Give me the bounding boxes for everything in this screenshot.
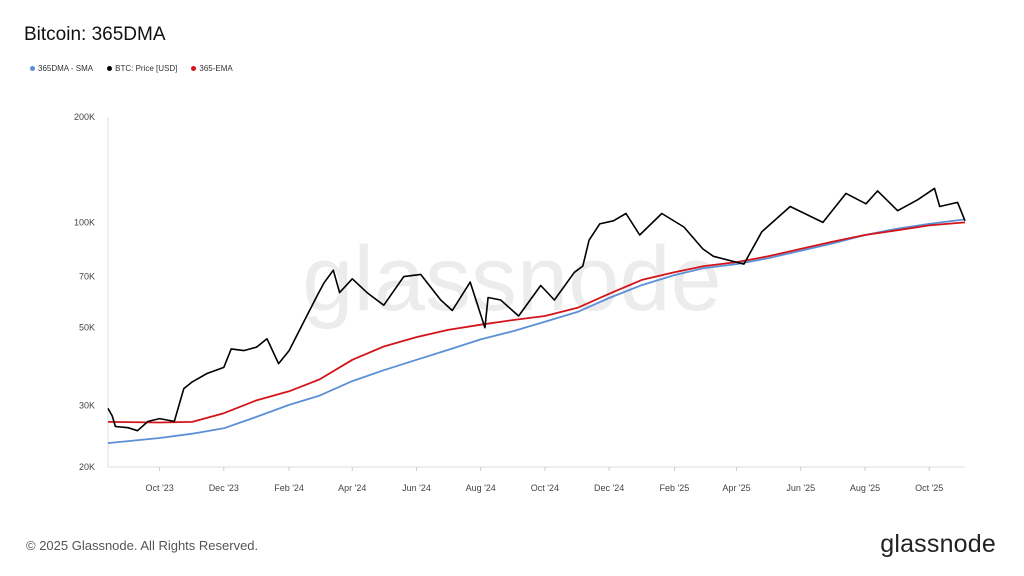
series-line-ema — [107, 221, 966, 424]
y-tick-label: 200K — [74, 112, 95, 122]
legend-item-price[interactable]: BTC: Price [USD] — [107, 64, 177, 73]
x-tick-label: Oct '25 — [915, 483, 943, 493]
watermark: glassnode — [302, 228, 721, 330]
y-tick-label: 100K — [74, 217, 95, 227]
legend-item-sma[interactable]: 365DMA - SMA — [30, 64, 93, 73]
x-tick-label: Aug '25 — [850, 483, 880, 493]
x-tick-label: Feb '25 — [660, 483, 690, 493]
legend-label: 365-EMA — [199, 64, 233, 73]
legend-dot — [30, 66, 35, 71]
legend-label: BTC: Price [USD] — [115, 64, 178, 73]
x-tick-label: Dec '24 — [594, 483, 624, 493]
x-tick-label: Feb '24 — [274, 483, 304, 493]
series-line-price — [107, 187, 966, 432]
x-tick-label: Jun '25 — [786, 483, 815, 493]
legend-dot — [191, 66, 197, 71]
x-tick-label: Apr '24 — [338, 483, 366, 493]
x-tick-label: Apr '25 — [722, 483, 750, 493]
y-tick-label: 20K — [79, 462, 95, 472]
legend-item-ema[interactable]: 365-EMA — [191, 64, 233, 73]
legend-dot — [107, 66, 113, 71]
x-tick-label: Oct '24 — [531, 483, 559, 493]
glassnode-logo: glassnode — [880, 530, 996, 558]
x-tick-label: Dec '23 — [209, 483, 239, 493]
x-tick-label: Jun '24 — [402, 483, 431, 493]
y-tick-label: 70K — [79, 272, 95, 282]
copyright: © 2025 Glassnode. All Rights Reserved. — [26, 538, 259, 553]
x-tick-label: Oct '23 — [145, 483, 173, 493]
series-line-sma — [107, 218, 966, 444]
y-tick-label: 30K — [79, 400, 95, 410]
legend-label: 365DMA - SMA — [38, 64, 94, 73]
legend: 365DMA - SMA BTC: Price [USD] 365-EMA — [30, 64, 233, 73]
chart-title: Bitcoin: 365DMA — [24, 24, 166, 45]
x-tick-label: Aug '24 — [466, 483, 496, 493]
y-tick-label: 50K — [79, 323, 95, 333]
